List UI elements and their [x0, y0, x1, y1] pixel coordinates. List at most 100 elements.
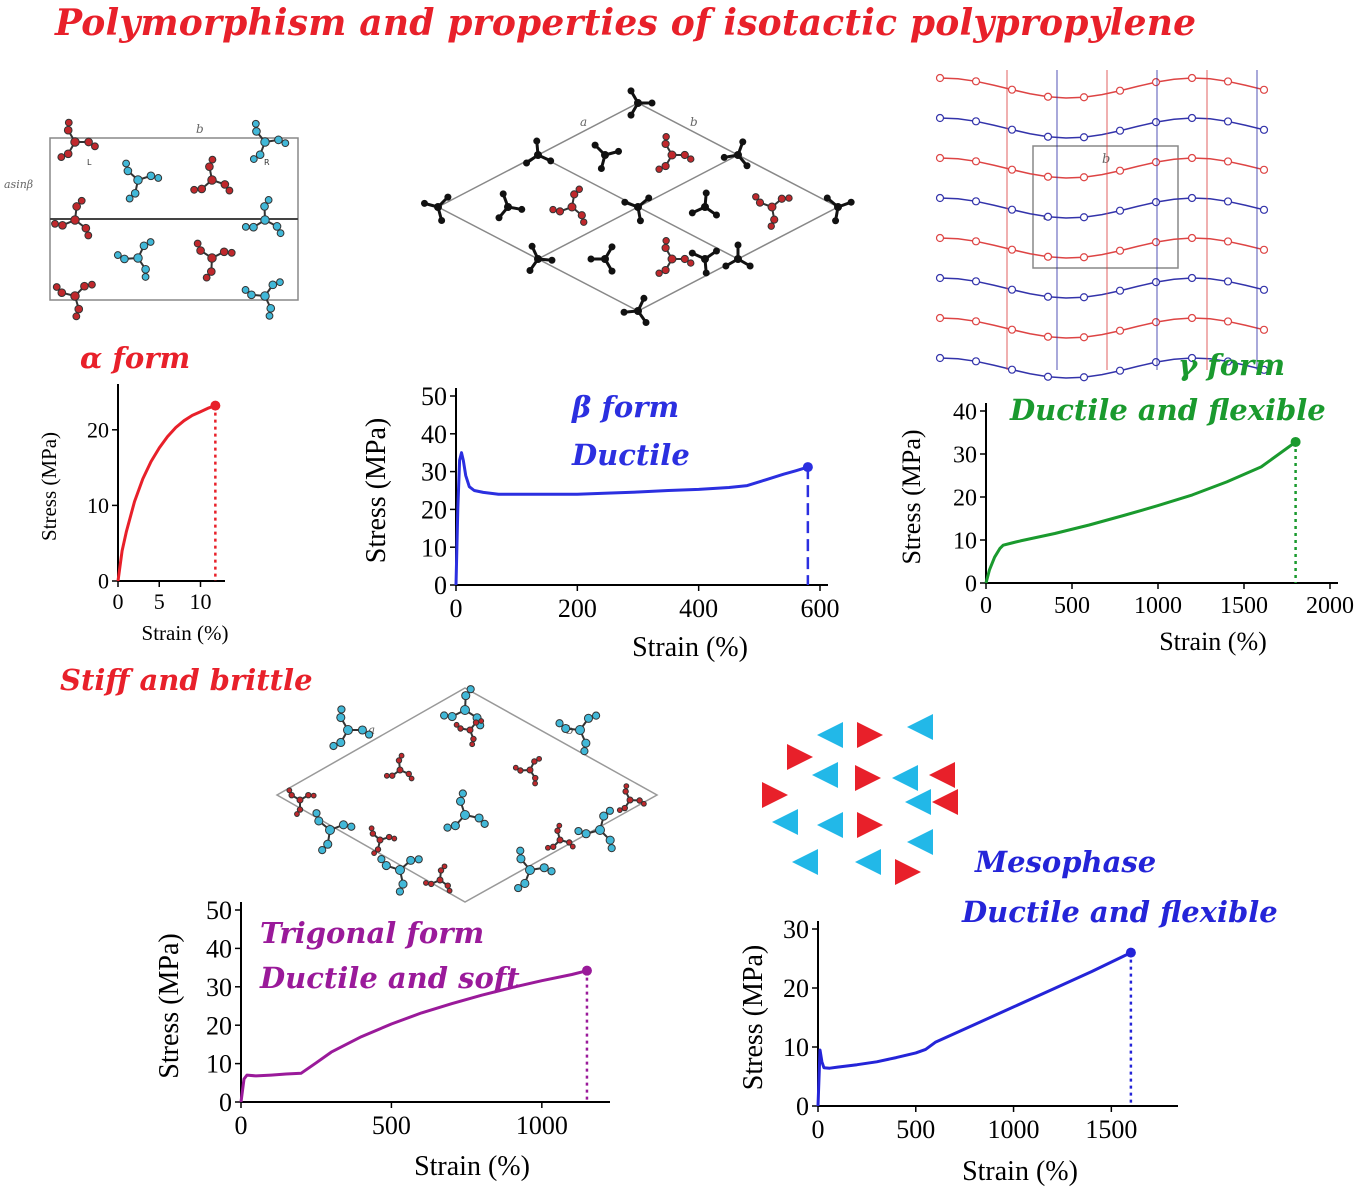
gamma-x-tick-label: 1000	[1134, 593, 1182, 619]
gamma-atom	[971, 77, 981, 86]
gamma-atom	[1007, 85, 1017, 94]
trigonal-crystal-structure: a b	[275, 685, 659, 903]
trigonal-x-axis-label: Strain (%)	[414, 1151, 530, 1182]
trigonal-y-tick-label: 10	[206, 1050, 232, 1079]
beta-axis-b: b	[690, 115, 698, 129]
gamma-atom	[971, 237, 981, 246]
gamma-atom	[971, 117, 981, 126]
trigonal-molecule	[453, 718, 485, 748]
alpha-y-tick-label: 0	[98, 569, 109, 594]
gamma-annotation: Ductile and flexible	[1009, 393, 1326, 427]
gamma-atom	[1223, 197, 1233, 206]
alpha-molecule	[241, 278, 284, 320]
molecule	[587, 243, 616, 275]
mesophase-x-tick-label: 0	[812, 1115, 825, 1144]
gamma-chain	[939, 357, 1265, 379]
gamma-atom	[1223, 277, 1233, 286]
gamma-atom	[1151, 158, 1161, 167]
gamma-atom	[1007, 285, 1017, 294]
mesophase-triangle	[855, 765, 881, 791]
molecule	[620, 294, 650, 326]
trigonal-annotation: Trigonal form	[260, 916, 484, 950]
gamma-atom	[1115, 326, 1125, 335]
alpha-molecule	[193, 239, 236, 282]
alpha-molecule	[52, 280, 96, 321]
mesophase-triangle	[905, 789, 931, 815]
mesophase-triangle	[892, 765, 918, 791]
trigonal-molecule	[512, 755, 542, 787]
gamma-atom	[1223, 77, 1233, 86]
gamma-atom	[935, 233, 945, 243]
mesophase-triangle	[895, 859, 921, 885]
gamma-chain	[939, 317, 1265, 339]
gamma-chain	[939, 117, 1265, 139]
trigonal-molecule	[514, 846, 556, 893]
trigonal-molecule	[383, 752, 415, 782]
mesophase-x-tick-label: 500	[896, 1115, 935, 1144]
trigonal-break-point	[581, 965, 592, 976]
trigonal-y-tick-label: 20	[206, 1011, 232, 1040]
gamma-atom	[1079, 333, 1089, 342]
alpha-y-tick-label: 20	[87, 418, 109, 443]
gamma-chain	[939, 77, 1265, 99]
gamma-atom	[1079, 293, 1089, 302]
gamma-atom	[1151, 318, 1161, 327]
gamma-atom	[971, 157, 981, 166]
gamma-chart: 0 10 20 30 40 0 500 1000 1500 2000 Strain (%) Stres…	[897, 348, 1354, 656]
gamma-atom	[1151, 238, 1161, 247]
gamma-atom	[1223, 237, 1233, 246]
mesophase-annotation: Mesophase	[974, 845, 1156, 879]
beta-red-molecule	[655, 237, 695, 277]
gamma-x-axis-label: Strain (%)	[1159, 627, 1267, 656]
gamma-atom	[1079, 253, 1089, 262]
gamma-atom	[1259, 245, 1269, 254]
mesophase-triangle	[929, 762, 955, 788]
alpha-x-axis-label: Strain (%)	[142, 621, 229, 645]
trigonal-molecule	[286, 787, 317, 817]
gamma-chain	[939, 197, 1265, 219]
alpha-x-tick-label: 5	[154, 589, 165, 614]
gamma-atom	[1007, 165, 1017, 174]
molecule	[627, 87, 656, 119]
gamma-x-tick-label: 500	[1054, 593, 1090, 619]
gamma-y-tick-label: 30	[953, 442, 977, 468]
alpha-molecule	[122, 159, 163, 203]
trigonal-x-tick-label: 1000	[516, 1111, 568, 1140]
gamma-y-tick-label: 20	[953, 485, 977, 511]
mesophase-triangle	[857, 722, 883, 748]
alpha-break-point	[210, 400, 221, 411]
trigonal-molecule	[312, 809, 356, 855]
gamma-chain	[939, 277, 1265, 299]
gamma-y-tick-label: 40	[953, 399, 977, 425]
gamma-atom	[1187, 233, 1197, 243]
mesophase-triangle	[907, 714, 933, 740]
beta-y-tick-label: 30	[421, 458, 447, 487]
beta-axis-a: a	[580, 115, 587, 129]
gamma-atom	[1187, 193, 1197, 203]
mesophase-break-point	[1125, 947, 1136, 958]
gamma-atom	[1151, 118, 1161, 127]
gamma-atom	[1007, 325, 1017, 334]
alpha-molecule	[241, 196, 285, 238]
gamma-atom	[1007, 125, 1017, 134]
beta-y-tick-label: 40	[421, 420, 447, 449]
beta-y-tick-label: 50	[421, 382, 447, 411]
gamma-atom	[935, 153, 945, 163]
beta-y-tick-label: 20	[421, 496, 447, 525]
alpha-marker-r: R	[264, 158, 270, 167]
trigonal-y-axis-label: Stress (MPa)	[154, 933, 185, 1078]
gamma-atom	[1043, 332, 1053, 341]
gamma-annotation: γ form	[1178, 348, 1285, 382]
alpha-x-tick-label: 10	[190, 589, 212, 614]
mesophase-series-line	[816, 951, 1132, 1107]
gamma-atom	[1007, 205, 1017, 214]
trigonal-y-tick-label: 40	[206, 935, 232, 964]
gamma-x-tick-label: 1500	[1220, 593, 1268, 619]
beta-x-axis-label: Strain (%)	[632, 632, 748, 663]
beta-annotation: Ductile	[571, 438, 690, 472]
beta-y-axis-label: Stress (MPa)	[361, 418, 392, 563]
gamma-atom	[935, 273, 945, 283]
gamma-series-line	[984, 440, 1297, 584]
beta-y-tick-label: 10	[421, 533, 447, 562]
